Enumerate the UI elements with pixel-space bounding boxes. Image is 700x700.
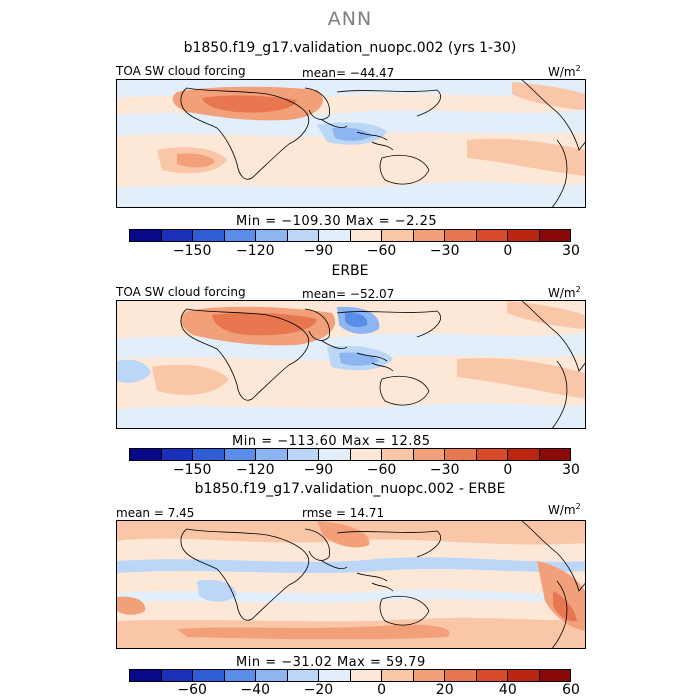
colorbar-swatch bbox=[256, 449, 288, 460]
colorbar-swatch bbox=[224, 670, 256, 681]
colorbar-swatch bbox=[445, 449, 477, 460]
colorbar-swatch bbox=[319, 449, 351, 460]
panel-1-min-max: Min = −109.30 Max = −2.25 bbox=[236, 214, 438, 229]
colorbar-tick-label: 60 bbox=[562, 682, 580, 698]
colorbar-tick-label: −120 bbox=[236, 243, 275, 259]
colorbar-tick-label: 0 bbox=[377, 682, 387, 698]
colorbar-swatch bbox=[193, 230, 225, 241]
colorbar-swatch bbox=[287, 670, 319, 681]
colorbar-swatch bbox=[130, 670, 162, 681]
colorbar-swatch bbox=[539, 230, 570, 241]
panel-3-min-max: Min = −31.02 Max = 59.79 bbox=[236, 655, 426, 670]
colorbar-tick-label: 20 bbox=[435, 682, 454, 698]
colorbar-swatch bbox=[350, 670, 382, 681]
colorbar-tick-label: −60 bbox=[177, 682, 207, 698]
colorbar-swatch bbox=[539, 670, 570, 681]
colorbar-tick-label: −20 bbox=[303, 682, 334, 698]
panel-1-map bbox=[116, 79, 586, 208]
panel-1-variable-label: TOA SW cloud forcing bbox=[116, 64, 246, 78]
colorbar-swatch bbox=[413, 670, 445, 681]
panel-3-rmse: rmse = 14.71 bbox=[302, 506, 385, 520]
figure-title: ANN bbox=[327, 8, 373, 30]
colorbar-swatch bbox=[319, 230, 351, 241]
colorbar-tick-label: −90 bbox=[303, 243, 334, 259]
panel-3-units: W/m2 bbox=[548, 502, 581, 517]
colorbar-swatch bbox=[161, 449, 193, 460]
colorbar-swatch bbox=[224, 230, 256, 241]
colorbar-swatch bbox=[382, 230, 414, 241]
panel-2-units: W/m2 bbox=[548, 285, 581, 300]
colorbar-tick-label: −120 bbox=[236, 462, 275, 478]
colorbar-tick-label: −30 bbox=[429, 243, 460, 259]
colorbar-tick-label: 40 bbox=[498, 682, 517, 698]
colorbar-swatch bbox=[476, 670, 508, 681]
panel-3-colorbar bbox=[129, 669, 571, 682]
colorbar-swatch bbox=[224, 449, 256, 460]
colorbar-swatch bbox=[413, 230, 445, 241]
colorbar-tick-label: −150 bbox=[172, 462, 212, 478]
colorbar-swatch bbox=[319, 670, 351, 681]
panel-3-mean: mean = 7.45 bbox=[116, 506, 195, 520]
colorbar-swatch bbox=[445, 670, 477, 681]
colorbar-swatch bbox=[161, 230, 193, 241]
colorbar-swatch bbox=[287, 230, 319, 241]
colorbar-swatch bbox=[476, 449, 508, 460]
colorbar-swatch bbox=[413, 449, 445, 460]
panel-1-title: b1850.f19_g17.validation_nuopc.002 (yrs … bbox=[183, 40, 517, 56]
panel-2-colorbar bbox=[129, 448, 571, 461]
colorbar-swatch bbox=[508, 230, 540, 241]
panel-1-units: W/m2 bbox=[548, 64, 581, 79]
panel-3-map bbox=[116, 520, 586, 649]
panel-1-colorbar-ticks: −150 −120 −90 −60 −30 0 30 bbox=[0, 243, 700, 261]
colorbar-swatch bbox=[256, 230, 288, 241]
colorbar-swatch bbox=[161, 670, 193, 681]
colorbar-swatch bbox=[539, 449, 570, 460]
colorbar-swatch bbox=[193, 670, 225, 681]
panel-1-mean: mean= −44.47 bbox=[302, 66, 395, 80]
colorbar-tick-label: −60 bbox=[366, 243, 397, 259]
colorbar-swatch bbox=[287, 449, 319, 460]
colorbar-tick-label: −60 bbox=[366, 462, 397, 478]
panel-3-title: b1850.f19_g17.validation_nuopc.002 - ERB… bbox=[194, 481, 506, 497]
colorbar-swatch bbox=[130, 449, 162, 460]
colorbar-tick-label: 30 bbox=[562, 462, 580, 478]
panel-2-colorbar-ticks: −150 −120 −90 −60 −30 0 30 bbox=[0, 462, 700, 480]
colorbar-swatch bbox=[350, 230, 382, 241]
colorbar-tick-label: 0 bbox=[503, 243, 513, 259]
panel-3-colorbar-ticks: −60 −40 −20 0 20 40 60 bbox=[0, 682, 700, 700]
panel-2-min-max: Min = −113.60 Max = 12.85 bbox=[232, 434, 431, 449]
panel-2-map bbox=[116, 300, 586, 429]
colorbar-swatch bbox=[130, 230, 162, 241]
colorbar-tick-label: 0 bbox=[503, 462, 513, 478]
colorbar-swatch bbox=[508, 670, 540, 681]
colorbar-tick-label: −40 bbox=[240, 682, 271, 698]
colorbar-swatch bbox=[508, 449, 540, 460]
panel-2-mean: mean= −52.07 bbox=[302, 287, 395, 301]
colorbar-tick-label: −30 bbox=[429, 462, 460, 478]
colorbar-swatch bbox=[382, 670, 414, 681]
panel-2-title: ERBE bbox=[331, 263, 369, 279]
colorbar-swatch bbox=[256, 670, 288, 681]
colorbar-tick-label: 30 bbox=[562, 243, 580, 259]
panel-1-colorbar bbox=[129, 229, 571, 242]
colorbar-swatch bbox=[382, 449, 414, 460]
panel-2-variable-label: TOA SW cloud forcing bbox=[116, 285, 246, 299]
colorbar-tick-label: −150 bbox=[172, 243, 212, 259]
colorbar-swatch bbox=[350, 449, 382, 460]
colorbar-swatch bbox=[193, 449, 225, 460]
colorbar-swatch bbox=[476, 230, 508, 241]
colorbar-swatch bbox=[445, 230, 477, 241]
colorbar-tick-label: −90 bbox=[303, 462, 334, 478]
